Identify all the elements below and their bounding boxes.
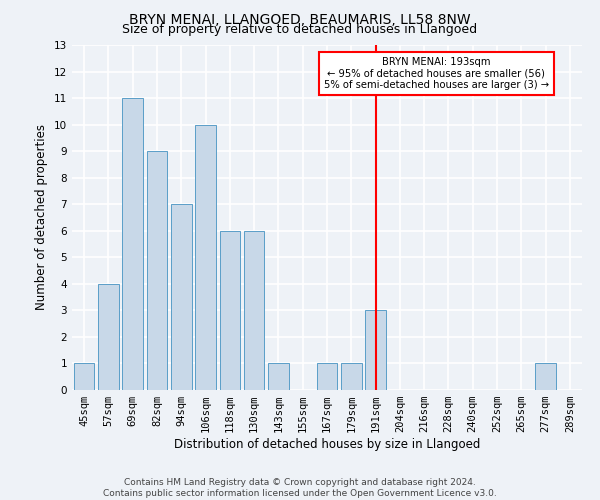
Text: Size of property relative to detached houses in Llangoed: Size of property relative to detached ho… [122, 22, 478, 36]
Bar [268, 364, 289, 390]
Bar [195, 124, 216, 390]
Bar [74, 364, 94, 390]
Bar [146, 151, 167, 390]
Bar [122, 98, 143, 390]
Bar [535, 364, 556, 390]
Bar [244, 231, 265, 390]
Bar [341, 364, 362, 390]
X-axis label: Distribution of detached houses by size in Llangoed: Distribution of detached houses by size … [174, 438, 480, 451]
Text: BRYN MENAI, LLANGOED, BEAUMARIS, LL58 8NW: BRYN MENAI, LLANGOED, BEAUMARIS, LL58 8N… [129, 12, 471, 26]
Bar [365, 310, 386, 390]
Y-axis label: Number of detached properties: Number of detached properties [35, 124, 49, 310]
Bar [220, 231, 240, 390]
Bar [98, 284, 119, 390]
Bar [171, 204, 191, 390]
Text: BRYN MENAI: 193sqm
← 95% of detached houses are smaller (56)
5% of semi-detached: BRYN MENAI: 193sqm ← 95% of detached hou… [324, 57, 549, 90]
Bar [317, 364, 337, 390]
Text: Contains HM Land Registry data © Crown copyright and database right 2024.
Contai: Contains HM Land Registry data © Crown c… [103, 478, 497, 498]
